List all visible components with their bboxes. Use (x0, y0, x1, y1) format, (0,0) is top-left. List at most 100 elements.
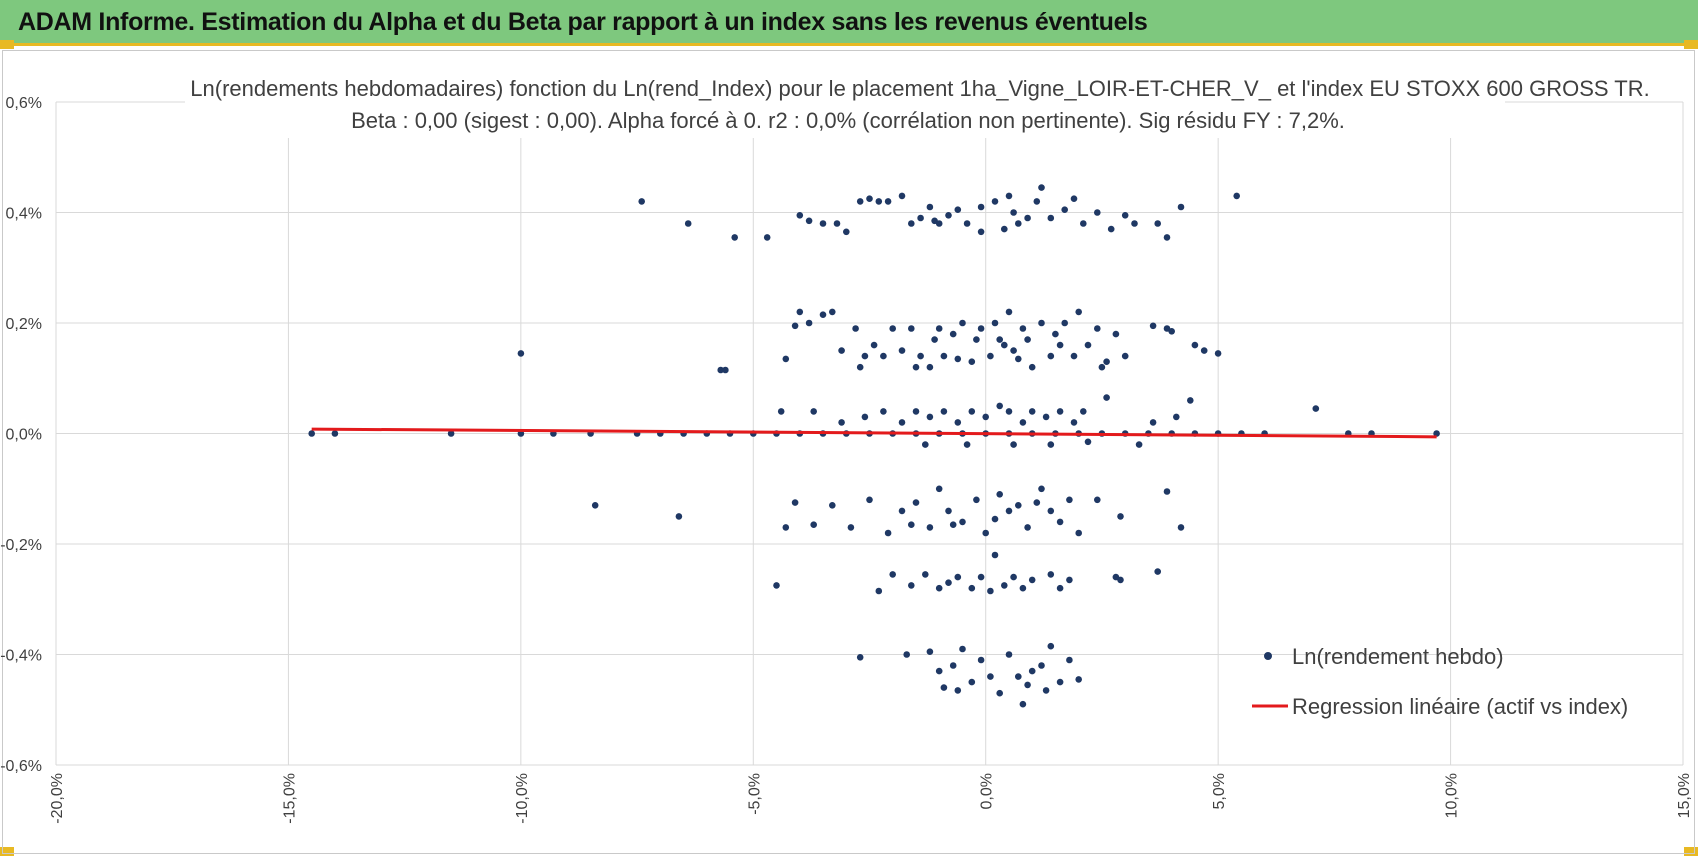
data-point (843, 228, 850, 236)
data-point (1070, 419, 1078, 426)
data-point (1047, 441, 1055, 448)
y-tick-label: -0,6% (0, 758, 42, 775)
data-point (954, 355, 962, 363)
data-point (977, 228, 985, 236)
data-point (935, 667, 943, 675)
corner-marker-top-left (0, 40, 14, 49)
data-point (968, 358, 976, 366)
data-point (1084, 341, 1092, 349)
data-point (763, 234, 771, 241)
data-point (866, 195, 873, 202)
data-point (949, 521, 957, 528)
data-point (1433, 430, 1440, 437)
data-point (1075, 529, 1082, 537)
data-point (884, 198, 892, 205)
data-point (987, 587, 994, 595)
data-point (1033, 499, 1041, 506)
data-point (1019, 584, 1027, 592)
data-point (1112, 330, 1120, 338)
data-point (1154, 220, 1161, 227)
data-point (880, 408, 887, 415)
data-point (968, 678, 976, 686)
data-point (1103, 394, 1110, 401)
data-point (796, 308, 804, 316)
data-point (1075, 676, 1082, 683)
data-point (996, 491, 1003, 498)
data-point (954, 206, 962, 213)
data-point (954, 687, 962, 694)
y-axis-ticks: 0,6% 0,4% 0,2% 0,0% -0,2% -0,4% -0,6% (0, 95, 42, 775)
data-point (1080, 408, 1087, 415)
data-point (856, 654, 864, 661)
data-point (949, 330, 957, 338)
data-point (1005, 408, 1013, 415)
data-point (1149, 419, 1157, 426)
data-point (838, 419, 845, 426)
x-tick-label: -5,0% (746, 773, 763, 815)
x-tick-label: -20,0% (49, 773, 66, 824)
data-point (1001, 341, 1008, 349)
data-point (1024, 524, 1031, 531)
data-point (1042, 687, 1050, 694)
data-point (810, 521, 817, 528)
title-backdrop (185, 72, 1505, 138)
data-point (1187, 397, 1194, 404)
data-point (777, 408, 785, 415)
data-point (908, 582, 915, 589)
data-point (852, 325, 859, 332)
data-point (987, 673, 994, 680)
data-point (838, 347, 845, 354)
data-point (1163, 488, 1171, 495)
data-point (1010, 441, 1017, 448)
data-point (1056, 584, 1064, 592)
data-point (968, 408, 976, 415)
data-point (1061, 319, 1068, 327)
data-point (1121, 212, 1129, 219)
data-point (1038, 184, 1045, 191)
y-tick-label: 0,0% (6, 427, 42, 444)
data-point (1042, 413, 1050, 421)
data-point (898, 192, 906, 200)
data-point (949, 662, 957, 669)
data-point (447, 430, 455, 437)
data-point (898, 507, 906, 515)
data-point (331, 430, 339, 437)
data-point (991, 319, 999, 327)
data-point (819, 311, 827, 319)
x-tick-label: -15,0% (281, 773, 298, 824)
data-point (861, 352, 869, 360)
data-point (1131, 220, 1138, 227)
data-point (819, 220, 827, 227)
data-point (935, 485, 943, 493)
data-point (1019, 700, 1027, 708)
data-point (898, 419, 906, 426)
data-point (889, 571, 896, 578)
data-point (1024, 681, 1031, 689)
data-point (922, 441, 929, 448)
data-point (1019, 325, 1027, 332)
y-tick-label: 0,2% (6, 316, 42, 333)
data-point (1056, 518, 1064, 526)
y-tick-label: -0,2% (0, 537, 42, 554)
data-point (1094, 209, 1101, 216)
data-point (912, 408, 920, 415)
data-point (722, 366, 729, 374)
chart-title: Ln(rendements hebdomadaires) fonction du… (190, 76, 1649, 101)
data-point (1084, 438, 1092, 446)
data-point (959, 645, 966, 653)
data-point (917, 214, 924, 222)
corner-marker-top-right (1684, 40, 1698, 49)
data-point (898, 347, 906, 354)
data-point (926, 413, 934, 421)
data-point (945, 212, 952, 219)
data-point (1094, 496, 1101, 504)
data-point (1047, 352, 1055, 360)
data-point (1061, 206, 1068, 213)
data-point (1028, 576, 1036, 584)
data-point (982, 529, 989, 537)
data-point (1080, 220, 1087, 227)
data-point (675, 513, 683, 520)
regression-line-group (311, 427, 1437, 439)
data-point (912, 363, 920, 371)
